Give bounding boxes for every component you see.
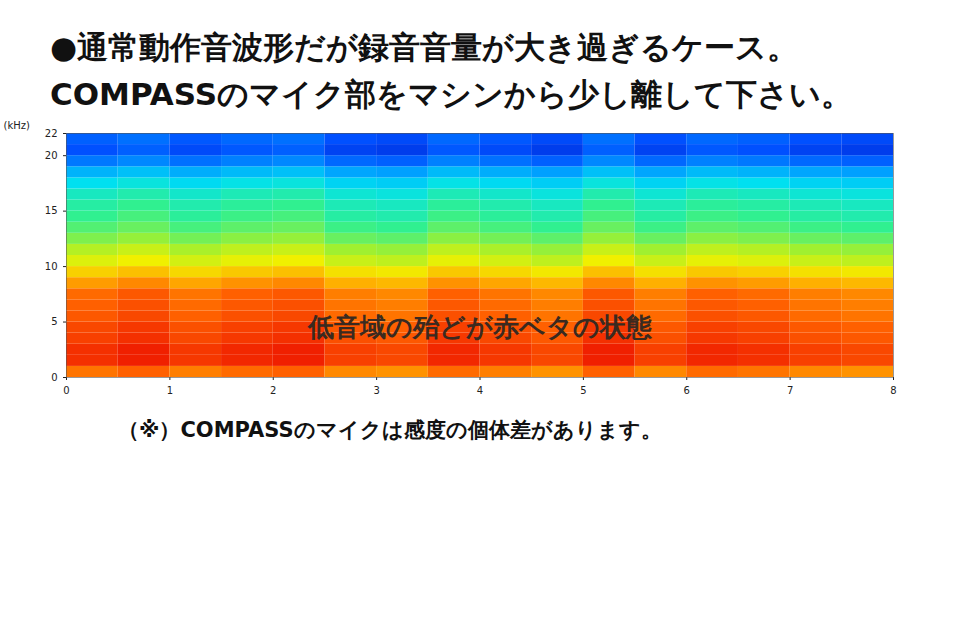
- svg-text:3: 3: [373, 385, 379, 396]
- svg-text:5: 5: [51, 316, 57, 327]
- html-text:（※）COMPASSのマイクは感度の個体差があります。: （※）COMPASSのマイクは感度の個体差があります。: [118, 418, 662, 442]
- svg-text:6: 6: [684, 385, 690, 396]
- svg-text:2: 2: [270, 385, 276, 396]
- svg-text:0: 0: [51, 372, 57, 383]
- svg-text:10: 10: [45, 261, 58, 272]
- svg-text:低音域の殆どが赤ベタの状態: 低音域の殆どが赤ベタの状態: [307, 312, 653, 342]
- html-text:COMPASSのマイク部をマシンから少し離して下さい。: COMPASSのマイク部をマシンから少し離して下さい。: [50, 76, 853, 112]
- svg-text:0: 0: [63, 385, 69, 396]
- svg-text:(kHz): (kHz): [4, 120, 30, 131]
- svg-text:5: 5: [580, 385, 586, 396]
- svg-text:4: 4: [477, 385, 483, 396]
- svg-text:20: 20: [45, 150, 58, 161]
- svg-text:1: 1: [167, 385, 173, 396]
- svg-text:15: 15: [45, 205, 58, 216]
- svg-text:22: 22: [45, 128, 58, 139]
- html-text:●通常動作音波形だが録音音量が大き過ぎるケース。: ●通常動作音波形だが録音音量が大き過ぎるケース。: [50, 29, 799, 65]
- svg-text:7: 7: [787, 385, 793, 396]
- svg-text:8: 8: [890, 385, 896, 396]
